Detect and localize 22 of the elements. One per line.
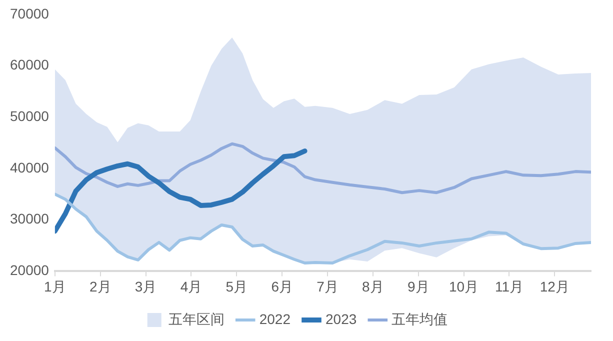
x-tick-label: 9月 xyxy=(407,278,430,294)
x-tick-label: 8月 xyxy=(362,278,384,294)
x-tick-label: 1月 xyxy=(44,278,66,294)
x-tick-label: 5月 xyxy=(226,278,248,294)
x-tick-label: 4月 xyxy=(180,278,202,294)
x-tick-label: 2月 xyxy=(89,278,112,294)
y-tick-label: 20000 xyxy=(10,262,50,278)
y-tick-label: 60000 xyxy=(10,56,50,73)
legend-label: 2022 xyxy=(259,310,291,327)
x-tick-label: 12月 xyxy=(540,278,570,294)
legend-label: 2023 xyxy=(326,310,357,327)
x-tick-label: 6月 xyxy=(271,278,293,294)
legend-label: 五年区间 xyxy=(168,310,224,327)
x-tick-label: 3月 xyxy=(134,278,157,294)
legend-label: 五年均值 xyxy=(392,310,448,327)
x-tick-label: 10月 xyxy=(449,278,479,294)
y-tick-label: 70000 xyxy=(10,5,50,22)
y-tick-label: 30000 xyxy=(10,210,50,227)
x-tick-label: 11月 xyxy=(494,278,524,294)
y-tick-label: 50000 xyxy=(10,108,50,124)
x-tick-label: 7月 xyxy=(316,278,338,294)
y-tick-label: 40000 xyxy=(10,159,50,176)
